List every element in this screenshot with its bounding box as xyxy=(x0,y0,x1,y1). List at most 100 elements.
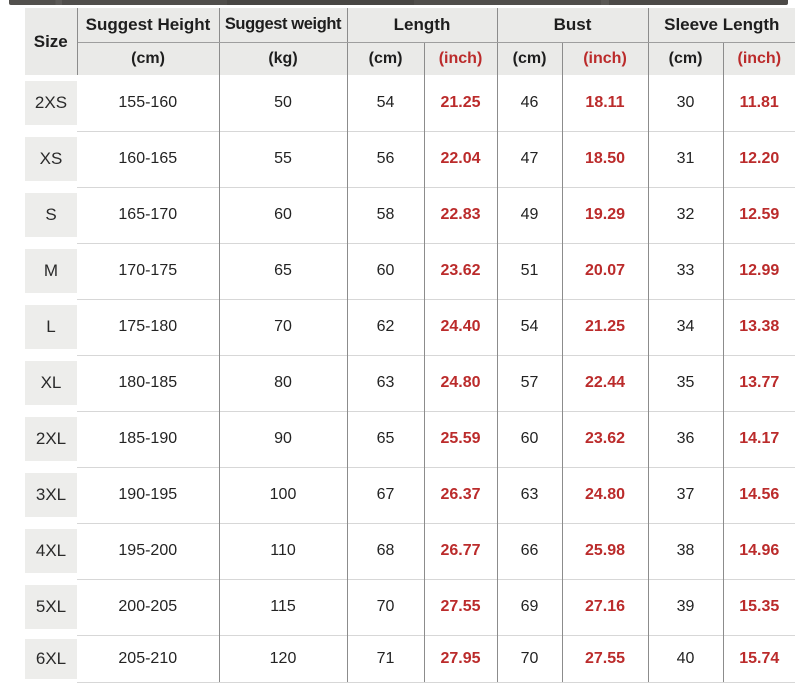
value-cell: 120 xyxy=(219,634,348,683)
size-chip: S xyxy=(25,193,77,237)
value-cell: 60 xyxy=(497,410,563,467)
value-cell: 62 xyxy=(347,298,425,355)
value-cell: 22.83 xyxy=(424,186,498,243)
size-cell: XS xyxy=(25,131,77,187)
value-cell: 195-200 xyxy=(77,522,220,579)
size-table-body: 2XS 155-160 50 54 21.25 46 18.11 30 11.81 XS 160-1… xyxy=(25,75,796,683)
value-cell: 14.96 xyxy=(723,522,796,579)
size-cell: 6XL xyxy=(25,635,77,682)
unit-bust-inch: (inch) xyxy=(562,42,649,75)
cropped-image-artifact xyxy=(9,0,788,5)
value-cell: 35 xyxy=(648,354,724,411)
column-header-bust: Bust xyxy=(497,8,649,43)
value-cell: 18.11 xyxy=(562,75,649,131)
value-cell: 40 xyxy=(648,634,724,683)
size-cell: L xyxy=(25,299,77,355)
column-header-suggest-weight: Suggest weight xyxy=(219,8,348,43)
value-cell: 12.20 xyxy=(723,130,796,187)
value-cell: 13.38 xyxy=(723,298,796,355)
value-cell: 33 xyxy=(648,242,724,299)
table-row: 5XL 200-205 115 70 27.55 69 27.16 39 15.35 xyxy=(25,578,796,635)
value-cell: 18.50 xyxy=(562,130,649,187)
size-chip: 4XL xyxy=(25,529,77,573)
table-header: Size Suggest Height Suggest weight Lengt… xyxy=(25,8,796,75)
value-cell: 22.04 xyxy=(424,130,498,187)
table-row: XL 180-185 80 63 24.80 57 22.44 35 13.77 xyxy=(25,354,796,411)
value-cell: 27.16 xyxy=(562,578,649,635)
value-cell: 24.40 xyxy=(424,298,498,355)
value-cell: 205-210 xyxy=(77,634,220,683)
value-cell: 31 xyxy=(648,130,724,187)
value-cell: 27.55 xyxy=(562,634,649,683)
value-cell: 57 xyxy=(497,354,563,411)
size-chip: L xyxy=(25,305,77,349)
value-cell: 26.37 xyxy=(424,466,498,523)
table-row: 6XL 205-210 120 71 27.95 70 27.55 40 15.74 xyxy=(25,634,796,683)
value-cell: 55 xyxy=(219,130,348,187)
size-chip: 6XL xyxy=(25,638,77,679)
unit-sleeve-inch: (inch) xyxy=(723,42,796,75)
table-row: 2XS 155-160 50 54 21.25 46 18.11 30 11.81 xyxy=(25,75,795,131)
value-cell: 30 xyxy=(648,75,724,131)
value-cell: 70 xyxy=(347,578,425,635)
value-cell: 15.35 xyxy=(723,578,796,635)
value-cell: 65 xyxy=(219,242,348,299)
value-cell: 100 xyxy=(219,466,348,523)
value-cell: 60 xyxy=(219,186,348,243)
value-cell: 46 xyxy=(497,75,563,131)
value-cell: 27.95 xyxy=(424,634,498,683)
value-cell: 90 xyxy=(219,410,348,467)
value-cell: 54 xyxy=(347,75,425,131)
column-header-sleeve-length: Sleeve Length xyxy=(648,8,796,43)
header-group-row: Size Suggest Height Suggest weight Lengt… xyxy=(25,8,796,75)
unit-weight-kg: (kg) xyxy=(219,42,348,75)
table-row: 4XL 195-200 110 68 26.77 66 25.98 38 14.96 xyxy=(25,522,796,579)
value-cell: 21.25 xyxy=(424,75,498,131)
size-cell: 3XL xyxy=(25,467,77,523)
size-chip: 2XL xyxy=(25,417,77,461)
table-row: 2XL 185-190 90 65 25.59 60 23.62 36 14.17 xyxy=(25,410,796,467)
value-cell: 13.77 xyxy=(723,354,796,411)
value-cell: 50 xyxy=(219,75,348,131)
value-cell: 190-195 xyxy=(77,466,220,523)
header-unit-row: (cm) (kg) (cm) (inch) (cm) (inch) (cm) (… xyxy=(25,42,796,75)
column-header-suggest-height: Suggest Height xyxy=(77,8,220,43)
unit-length-cm: (cm) xyxy=(347,42,425,75)
value-cell: 63 xyxy=(347,354,425,411)
value-cell: 27.55 xyxy=(424,578,498,635)
value-cell: 70 xyxy=(497,634,563,683)
value-cell: 175-180 xyxy=(77,298,220,355)
value-cell: 47 xyxy=(497,130,563,187)
value-cell: 14.56 xyxy=(723,466,796,523)
value-cell: 37 xyxy=(648,466,724,523)
value-cell: 58 xyxy=(347,186,425,243)
value-cell: 39 xyxy=(648,578,724,635)
value-cell: 23.62 xyxy=(424,242,498,299)
size-cell: M xyxy=(25,243,77,299)
value-cell: 21.25 xyxy=(562,298,649,355)
value-cell: 49 xyxy=(497,186,563,243)
size-cell: S xyxy=(25,187,77,243)
value-cell: 68 xyxy=(347,522,425,579)
unit-sleeve-cm: (cm) xyxy=(648,42,724,75)
size-chip: XL xyxy=(25,361,77,405)
value-cell: 155-160 xyxy=(77,75,220,131)
value-cell: 34 xyxy=(648,298,724,355)
value-cell: 20.07 xyxy=(562,242,649,299)
value-cell: 70 xyxy=(219,298,348,355)
value-cell: 26.77 xyxy=(424,522,498,579)
size-cell: 5XL xyxy=(25,579,77,635)
unit-height-cm: (cm) xyxy=(77,42,220,75)
size-chip: M xyxy=(25,249,77,293)
value-cell: 56 xyxy=(347,130,425,187)
unit-length-inch: (inch) xyxy=(424,42,498,75)
value-cell: 12.59 xyxy=(723,186,796,243)
unit-bust-cm: (cm) xyxy=(497,42,563,75)
value-cell: 160-165 xyxy=(77,130,220,187)
size-chip: 3XL xyxy=(25,473,77,517)
value-cell: 25.98 xyxy=(562,522,649,579)
value-cell: 24.80 xyxy=(562,466,649,523)
value-cell: 11.81 xyxy=(739,93,779,111)
size-chip: 5XL xyxy=(25,585,77,629)
value-cell: 36 xyxy=(648,410,724,467)
